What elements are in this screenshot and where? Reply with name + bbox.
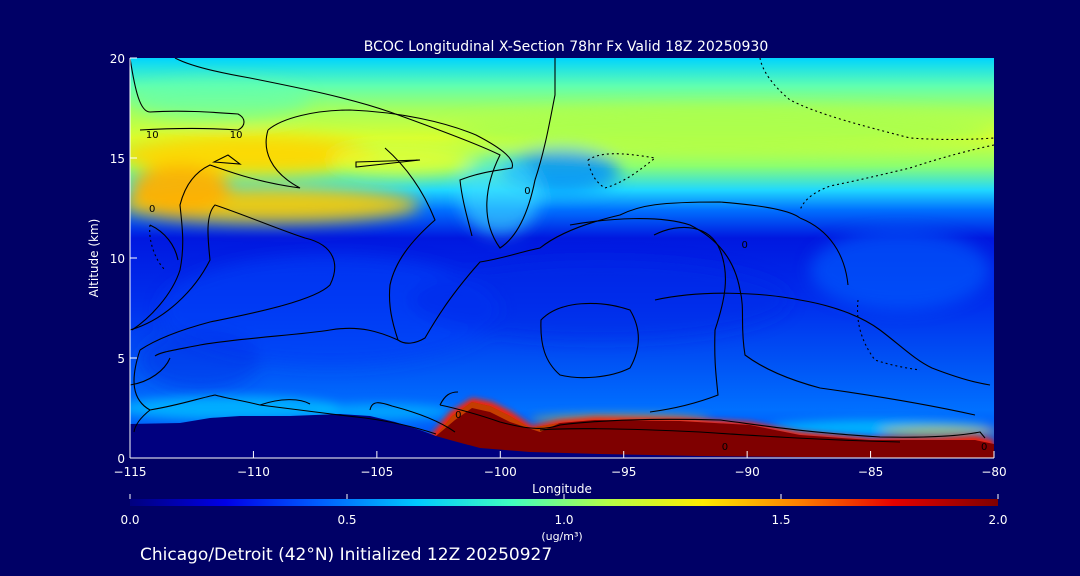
x-tick-label: −80 (981, 465, 1006, 479)
chart-title: BCOC Longitudinal X-Section 78hr Fx Vali… (364, 39, 768, 55)
concentration-field (130, 58, 994, 458)
x-axis: −115 −110 −105 −100 −95 −90 −85 −80 (114, 451, 1007, 479)
y-tick-label: 10 (110, 252, 125, 266)
footer-text: Chicago/Detroit (42°N) Initialized 12Z 2… (140, 545, 552, 565)
contour-label: 10 (230, 130, 243, 141)
colorbar-units: (ug/m³) (541, 530, 582, 543)
terrain (130, 414, 994, 458)
y-tick-label: 15 (110, 152, 125, 166)
colorbar-tick-label: 0.5 (337, 513, 356, 527)
contour-lines (130, 58, 994, 443)
colorbar (130, 499, 998, 506)
y-tick-label: 5 (117, 352, 125, 366)
contour-label: 0 (455, 410, 461, 421)
x-tick-label: −115 (114, 465, 147, 479)
colorbar-tick-label: 0.0 (120, 513, 139, 527)
contour-label: 0 (524, 186, 530, 197)
contour-label: 0 (149, 204, 155, 215)
contour-label: 0 (981, 442, 987, 453)
y-tick-label: 20 (110, 52, 125, 66)
colorbar-tick-label: 2.0 (988, 513, 1007, 527)
contour-label: 10 (146, 130, 159, 141)
colorbar-ticks: 0.0 0.5 1.0 1.5 2.0 (120, 494, 1008, 527)
x-tick-label: −110 (237, 465, 270, 479)
colorbar-tick-label: 1.5 (771, 513, 790, 527)
x-tick-label: −90 (734, 465, 759, 479)
x-tick-label: −85 (858, 465, 883, 479)
contour-label: 0 (722, 442, 728, 453)
y-axis: 0 5 10 15 20 (110, 52, 137, 466)
x-axis-label: Longitude (532, 482, 592, 496)
contour-label: 0 (741, 240, 747, 251)
x-tick-label: −100 (484, 465, 517, 479)
x-tick-label: −95 (611, 465, 636, 479)
x-tick-label: −105 (360, 465, 393, 479)
y-axis-label: Altitude (km) (87, 219, 101, 298)
y-tick-label: 0 (117, 452, 125, 466)
colorbar-tick-label: 1.0 (554, 513, 573, 527)
contour-labels: 10 0 10 0 0 0 0 0 (146, 130, 987, 453)
